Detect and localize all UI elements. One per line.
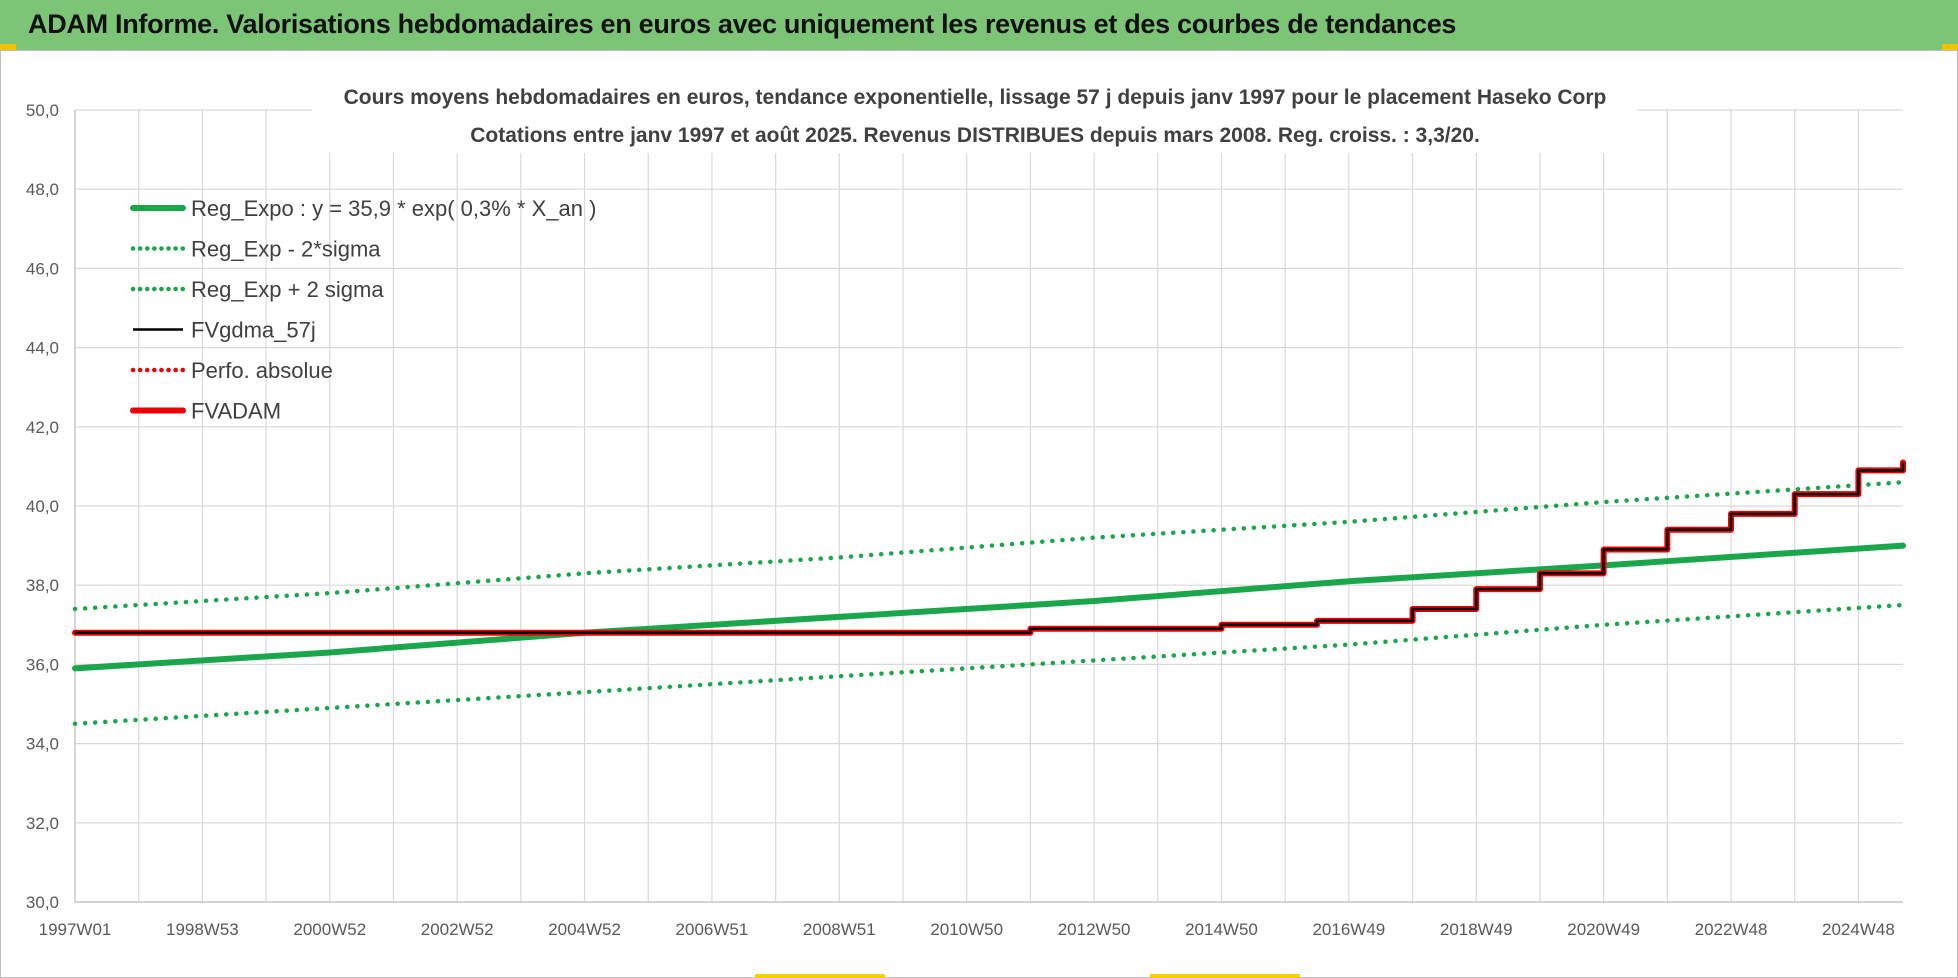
x-tick-label: 1998W53 xyxy=(166,920,239,939)
legend-label: Reg_Expo : y = 35,9 * exp( 0,3% * X_an ) xyxy=(191,196,596,221)
y-tick-label: 40,0 xyxy=(26,497,59,516)
chart-title-line-2: Cotations entre janv 1997 et août 2025. … xyxy=(470,124,1480,147)
series-line-0 xyxy=(72,542,1906,672)
x-tick-label: 2008W51 xyxy=(803,920,876,939)
chart-title-line-1: Cours moyens hebdomadaires en euros, ten… xyxy=(344,86,1607,109)
y-tick-label: 36,0 xyxy=(26,655,59,674)
title-backdrop xyxy=(312,85,1637,153)
x-tick-label: 2010W50 xyxy=(930,920,1003,939)
bottom-marker xyxy=(1150,974,1300,978)
series-line-2 xyxy=(72,479,1906,612)
legend-label: Reg_Exp - 2*sigma xyxy=(191,237,381,262)
series-line-3 xyxy=(75,462,1905,634)
y-tick-label: 50,0 xyxy=(26,101,59,120)
y-tick-label: 46,0 xyxy=(26,259,59,278)
x-axis-ticks: 1997W01 1998W53 2000W52 2002W52 2004W52 2006W… xyxy=(39,920,1895,939)
x-tick-label: 2000W52 xyxy=(293,920,366,939)
y-axis-ticks: 30,0 32,0 34,0 36,0 38,0 40,0 42,0 44,0 46,0 48,0… xyxy=(26,101,59,912)
x-tick-label: 2018W49 xyxy=(1440,920,1513,939)
x-tick-label: 2012W50 xyxy=(1058,920,1131,939)
legend-label: FVADAM xyxy=(191,399,281,424)
y-tick-label: 42,0 xyxy=(26,418,59,437)
x-tick-label: 2022W48 xyxy=(1695,920,1768,939)
x-tick-label: 2014W50 xyxy=(1185,920,1258,939)
bottom-marker xyxy=(755,974,885,978)
x-tick-label: 2004W52 xyxy=(548,920,621,939)
legend-label: FVgdma_57j xyxy=(191,318,316,343)
legend-label: Reg_Exp + 2 sigma xyxy=(191,277,384,302)
y-tick-label: 38,0 xyxy=(26,576,59,595)
x-tick-label: 2016W49 xyxy=(1312,920,1385,939)
x-tick-label: 1997W01 xyxy=(39,920,112,939)
corner-marker-right xyxy=(1942,44,1958,50)
x-tick-label: 2006W51 xyxy=(676,920,749,939)
corner-marker-left xyxy=(0,44,16,50)
chart-legend: Reg_Expo : y = 35,9 * exp( 0,3% * X_an )… xyxy=(130,196,596,424)
chart-grid xyxy=(74,109,1903,903)
report-title: ADAM Informe. Valorisations hebdomadaire… xyxy=(28,9,1457,39)
legend-label: Perfo. absolue xyxy=(191,358,333,383)
y-tick-label: 48,0 xyxy=(26,180,59,199)
x-tick-label: 2024W48 xyxy=(1822,920,1895,939)
x-tick-label: 2020W49 xyxy=(1567,920,1640,939)
report-banner: ADAM Informe. Valorisations hebdomadaire… xyxy=(0,0,1958,50)
y-tick-label: 34,0 xyxy=(26,735,59,754)
y-tick-label: 44,0 xyxy=(26,339,59,358)
x-tick-label: 2002W52 xyxy=(421,920,494,939)
y-tick-label: 30,0 xyxy=(26,893,59,912)
chart-series xyxy=(72,459,1906,727)
y-tick-label: 32,0 xyxy=(26,814,59,833)
